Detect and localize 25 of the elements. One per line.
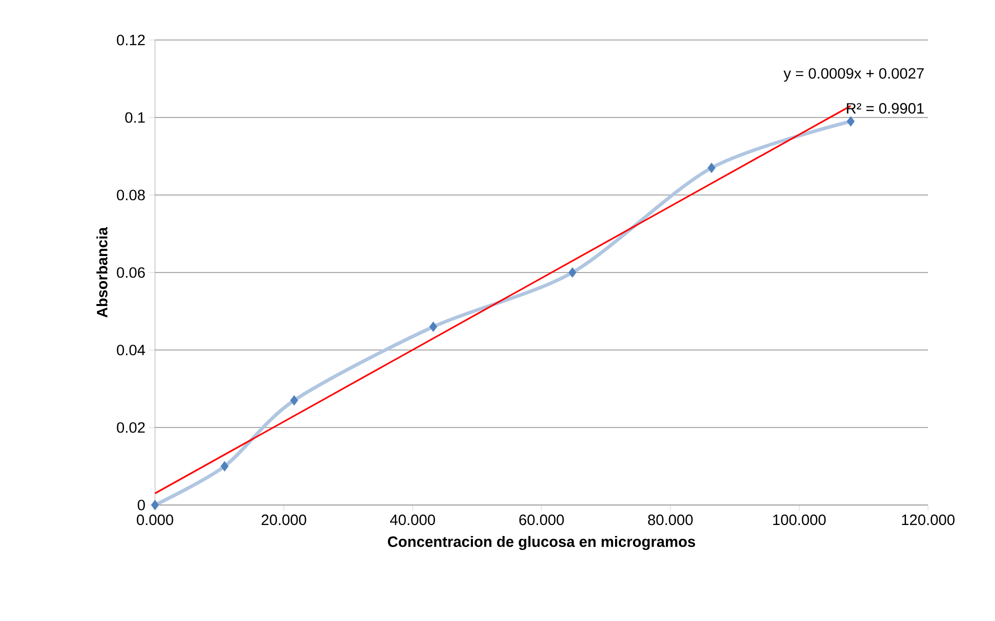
y-tick-label: 0.1 xyxy=(125,112,145,123)
y-tick-label: 0.06 xyxy=(116,267,145,278)
point xyxy=(290,395,298,406)
x-tick-label: 20.000 xyxy=(262,514,306,526)
y-tick-label: 0.02 xyxy=(116,422,145,433)
x-tick-label: 60.000 xyxy=(519,514,564,526)
x-tick-label: 100.000 xyxy=(773,514,826,526)
point xyxy=(568,267,576,278)
point xyxy=(429,322,438,332)
y-axis-title: Absorbancia xyxy=(96,226,108,318)
annotation: y = 0.0009x + 0.0027 xyxy=(784,68,924,82)
x-tick-label: 40.000 xyxy=(390,514,436,526)
y-tick-label: 0 xyxy=(138,500,145,510)
point xyxy=(151,500,159,510)
y-tick-label: 0.12 xyxy=(116,34,145,46)
y-tick-label: 0.04 xyxy=(116,344,146,356)
x-tick-label: 80.000 xyxy=(648,514,693,526)
x-axis-title: Concentracion de glucosa en microgramos xyxy=(388,536,696,550)
point xyxy=(220,461,229,472)
x-tick-label: 120.000 xyxy=(902,514,955,526)
point xyxy=(846,116,855,127)
point xyxy=(708,162,716,174)
x-tick-label: 0.000 xyxy=(136,514,174,526)
y-tick-label: 0.08 xyxy=(116,190,145,200)
annotation: R² = 0.9901 xyxy=(846,103,924,114)
